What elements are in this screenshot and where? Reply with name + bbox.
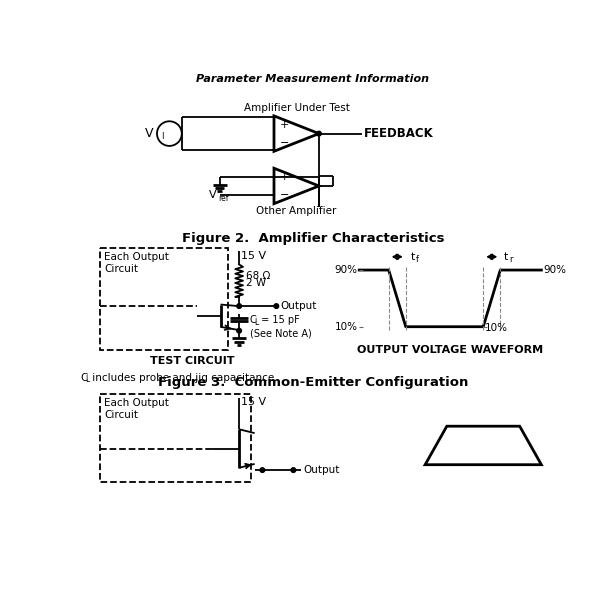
Text: 10%: 10% <box>485 323 508 333</box>
Circle shape <box>260 468 265 472</box>
Text: +: + <box>280 120 290 130</box>
Text: V: V <box>209 190 217 200</box>
Text: 2 W: 2 W <box>246 278 266 289</box>
Text: OUTPUT VOLTAGE WAVEFORM: OUTPUT VOLTAGE WAVEFORM <box>357 346 543 355</box>
Text: t: t <box>411 252 415 262</box>
Text: V: V <box>145 127 154 140</box>
Text: Output: Output <box>304 465 340 475</box>
Circle shape <box>274 304 279 308</box>
Text: 90%: 90% <box>335 265 357 275</box>
Text: includes probe and jig capacitance.: includes probe and jig capacitance. <box>89 373 277 383</box>
Text: r: r <box>509 254 513 263</box>
Text: (See Note A): (See Note A) <box>250 328 312 338</box>
Text: t: t <box>504 252 508 262</box>
Text: −: − <box>280 138 290 148</box>
Circle shape <box>316 131 321 136</box>
Circle shape <box>291 468 296 472</box>
Text: Each Output
Circuit: Each Output Circuit <box>104 252 169 274</box>
Text: 15 V: 15 V <box>241 397 266 407</box>
Text: L: L <box>85 376 89 385</box>
Text: Figure 2.  Amplifier Characteristics: Figure 2. Amplifier Characteristics <box>181 232 444 245</box>
Text: 10%: 10% <box>335 322 357 332</box>
Text: Amplifier Under Test: Amplifier Under Test <box>244 103 349 113</box>
Text: 15 V: 15 V <box>241 251 266 260</box>
Circle shape <box>237 304 241 308</box>
Text: −: − <box>280 190 290 200</box>
Text: C: C <box>250 315 257 325</box>
Text: f: f <box>416 254 419 263</box>
Text: Output: Output <box>280 301 316 311</box>
Circle shape <box>237 328 241 333</box>
Text: Figure 3.  Common-Emitter Configuration: Figure 3. Common-Emitter Configuration <box>158 376 468 389</box>
Text: Each Output
Circuit: Each Output Circuit <box>104 398 169 420</box>
Text: L: L <box>255 318 259 327</box>
Text: Other Amplifier: Other Amplifier <box>256 206 337 216</box>
Text: FEEDBACK: FEEDBACK <box>364 127 434 140</box>
Text: C: C <box>80 373 87 383</box>
Text: Parameter Measurement Information: Parameter Measurement Information <box>196 74 430 85</box>
Text: ref: ref <box>218 194 229 203</box>
Text: I: I <box>161 132 164 141</box>
Text: 90%: 90% <box>543 265 566 275</box>
Text: TEST CIRCUIT: TEST CIRCUIT <box>150 356 235 366</box>
Text: +: + <box>280 172 290 182</box>
Text: 68 Ω: 68 Ω <box>246 271 271 281</box>
Text: = 15 pF: = 15 pF <box>258 315 300 325</box>
